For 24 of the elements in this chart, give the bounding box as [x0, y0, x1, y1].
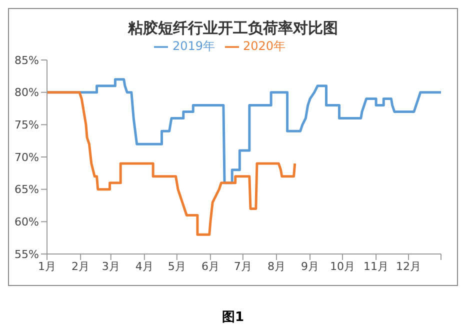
- chart-title: 粘胶短纤行业开工负荷率对比图: [126, 19, 339, 38]
- line-series: [47, 91, 296, 236]
- x-tick-label: 2月: [72, 260, 90, 273]
- x-tick-label: 5月: [168, 260, 186, 273]
- y-tick-label: 65%: [14, 183, 39, 196]
- x-tick-label: 11月: [364, 260, 389, 273]
- x-tick-label: 12月: [396, 260, 422, 273]
- x-tick-label: 10月: [330, 260, 355, 273]
- x-tick-label: 6月: [201, 260, 220, 273]
- y-tick-label: 70%: [14, 150, 39, 164]
- x-tick-label: 4月: [135, 260, 154, 273]
- x-tick-label: 3月: [102, 260, 120, 273]
- y-tick-label: 75%: [14, 118, 39, 132]
- x-tick-label: 7月: [234, 260, 252, 273]
- legend-label: 2020年: [243, 39, 286, 53]
- y-tick-label: 55%: [14, 248, 39, 261]
- y-tick-label: 60%: [14, 216, 39, 229]
- x-tick-label: 9月: [301, 260, 320, 273]
- y-tick-label: 85%: [14, 54, 39, 67]
- x-tick-label: 8月: [267, 260, 286, 273]
- legend-label: 2019年: [172, 39, 215, 53]
- x-tick-label: 1月: [38, 260, 56, 273]
- caption: 图1: [220, 309, 246, 326]
- y-tick-label: 80%: [14, 86, 39, 100]
